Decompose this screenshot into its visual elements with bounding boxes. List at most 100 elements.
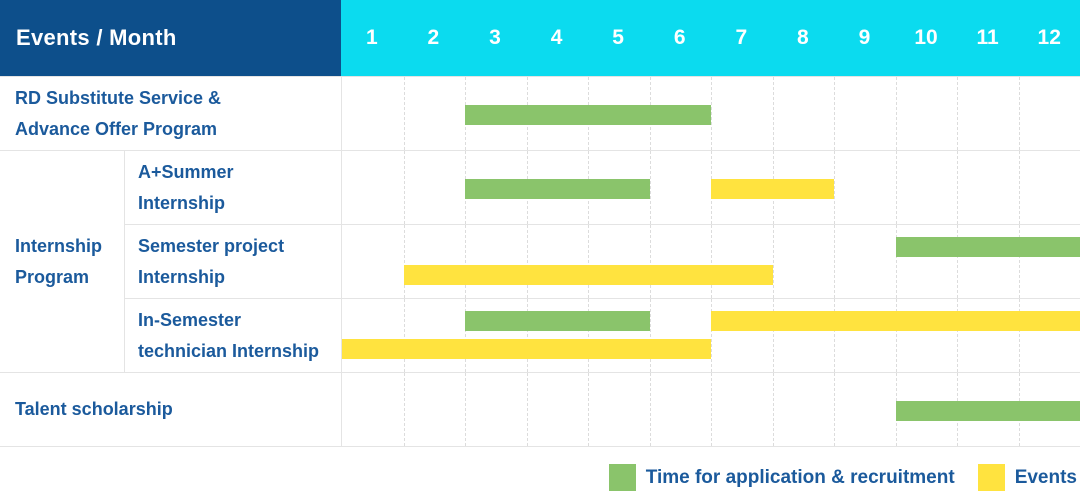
grid-cell-month-12: [1018, 299, 1080, 372]
row-label: RD Substitute Service & Advance Offer Pro…: [0, 77, 341, 150]
grid-cell-month-6: [649, 225, 712, 298]
gantt-row-track: [341, 299, 1080, 372]
gantt-row-track: [341, 225, 1080, 298]
month-header-6: 6: [673, 26, 686, 49]
gantt-bar-yellow: [403, 264, 773, 285]
row-label-line: Internship: [138, 266, 226, 287]
grid-cell-month-6: [649, 373, 712, 446]
month-header-10: 10: [914, 26, 938, 49]
grid-cell-month-5: [588, 299, 650, 372]
table-body: RD Substitute Service & Advance Offer Pro…: [0, 76, 1080, 446]
row-label-line: Internship: [138, 192, 226, 213]
grid-cell-month-3: [465, 225, 527, 298]
table-title: Events / Month: [16, 25, 177, 50]
gantt-row-track: [341, 77, 1080, 150]
grid-cell-month-9: [834, 299, 896, 372]
grid-cell-month-4: [526, 373, 589, 446]
grid-cell-month-2: [403, 373, 466, 446]
grid-cell-month-12: [1018, 225, 1080, 298]
grid-cell-month-3: [465, 373, 527, 446]
month-header-12: 12: [1037, 26, 1061, 49]
table-subrow: A+Summer Internship: [125, 151, 1080, 224]
grid-cell-month-7: [711, 299, 773, 372]
month-header-strip: 1 2 3 4 5 6 7 8 9 10 11 12: [341, 0, 1080, 76]
grid-cell-month-2: [403, 299, 466, 372]
gantt-row-track: [341, 373, 1080, 446]
grid-cell-month-1: [342, 225, 404, 298]
grid-cell-month-10: [895, 77, 958, 150]
gantt-row-track: [341, 151, 1080, 224]
group-row-label: Internship Program: [0, 151, 124, 372]
gantt-bar-green: [465, 104, 711, 125]
month-header-5: 5: [612, 26, 624, 49]
grid-cell-month-8: [772, 77, 835, 150]
subrow-label: A+Summer Internship: [125, 151, 341, 224]
legend-swatch-yellow: [977, 464, 1005, 491]
month-header-8: 8: [797, 26, 809, 49]
gantt-bar-green: [465, 178, 650, 199]
grid-cell-month-2: [403, 225, 466, 298]
subrow-label: In-Semester technician Internship: [125, 299, 341, 372]
table-header-row: Events / Month 1 2 3 4 5 6 7 8 9 10 11 12: [0, 0, 1080, 76]
grid-cell-month-1: [342, 77, 404, 150]
grid-cell-month-12: [1018, 77, 1080, 150]
gantt-bar-yellow: [711, 178, 834, 199]
grid-cell-month-8: [772, 373, 835, 446]
row-label-line: RD Substitute Service &: [15, 87, 222, 108]
grid-cell-month-3: [465, 299, 527, 372]
row-label: Talent scholarship: [0, 373, 341, 446]
grid-cell-month-11: [957, 299, 1019, 372]
gantt-bar-green: [895, 400, 1080, 421]
gantt-bar-green: [465, 310, 650, 331]
legend-item-green: Time for application & recruitment: [608, 464, 955, 491]
month-header-1: 1: [365, 26, 378, 49]
grid-cell-month-4: [526, 225, 589, 298]
subrow-label: Semester project Internship: [125, 225, 341, 298]
grid-cell-month-10: [895, 299, 958, 372]
row-label-line: Semester project: [138, 235, 285, 256]
grid-cell-month-7: [711, 77, 773, 150]
gantt-table: Events / Month 1 2 3 4 5 6 7 8 9 10 11 12 RD Substi…: [0, 0, 1080, 447]
grid-cell-month-11: [957, 225, 1019, 298]
gantt-bar-green: [895, 236, 1080, 257]
grid-cell-month-5: [588, 225, 650, 298]
grid-cell-month-10: [895, 151, 958, 224]
table-row: Talent scholarship: [0, 372, 1080, 446]
grid-cell-month-9: [834, 373, 896, 446]
grid-cell-month-1: [342, 373, 404, 446]
legend-label: Time for application & recruitment: [645, 466, 955, 488]
grid-cell-month-11: [957, 151, 1019, 224]
grid-cell-month-10: [895, 225, 958, 298]
row-label-line: Advance Offer Program: [15, 118, 218, 139]
grid-cell-month-7: [711, 225, 773, 298]
month-header-11: 11: [976, 26, 999, 49]
grid-cell-month-5: [588, 373, 650, 446]
grid-cell-month-2: [403, 151, 466, 224]
legend: Time for application & recruitment Events: [0, 464, 1080, 491]
grid-cell-month-9: [834, 151, 896, 224]
row-label-line: Talent scholarship: [15, 399, 173, 419]
table-row: RD Substitute Service & Advance Offer Pro…: [0, 76, 1080, 150]
table-row-group: Internship Program A+Summer Internship Semes…: [0, 150, 1080, 372]
grid-cell-month-12: [1018, 151, 1080, 224]
month-header-2: 2: [427, 26, 440, 49]
grid-cell-month-1: [342, 299, 404, 372]
events-month-header-cell: Events / Month: [0, 0, 341, 76]
group-subrows: A+Summer Internship Semester project Intern…: [124, 151, 1080, 372]
grid-cell-month-8: [772, 225, 835, 298]
row-label-line: technician Internship: [138, 340, 320, 361]
table-subrow: In-Semester technician Internship: [125, 298, 1080, 372]
grid-cell-month-7: [711, 373, 773, 446]
grid-cell-month-6: [649, 151, 712, 224]
grid-cell-month-9: [834, 225, 896, 298]
grid-cell-month-8: [772, 299, 835, 372]
row-label-line: Internship: [15, 235, 103, 256]
table-subrow: Semester project Internship: [125, 224, 1080, 298]
grid-cell-month-1: [342, 151, 404, 224]
gantt-bar-yellow: [342, 338, 711, 359]
month-header-7: 7: [735, 26, 748, 49]
grid-cell-month-11: [957, 77, 1019, 150]
legend-swatch-green: [608, 464, 636, 491]
legend-item-yellow: Events: [977, 464, 1077, 491]
